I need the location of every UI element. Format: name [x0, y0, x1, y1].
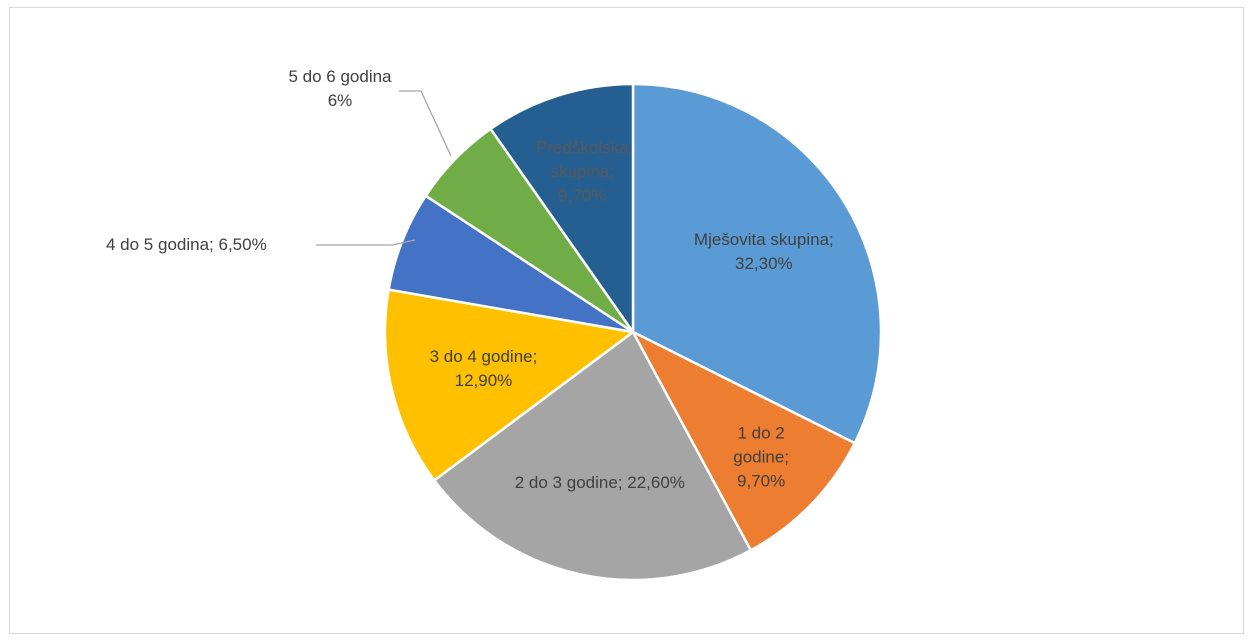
- data-label-line: Predškolska: [536, 138, 629, 157]
- chart-area: Mješovita skupina; 32,30% 1 do 2 godine; 9,7…: [9, 7, 1244, 634]
- data-label-line: 5 do 6 godina: [288, 67, 392, 86]
- pie-slice-3: [433, 330, 752, 582]
- data-label-line: 4 do 5 godina; 6,50%: [106, 235, 267, 254]
- data-label-7: Predškolska skupina; 9,70%: [536, 138, 629, 205]
- pie-slice-4: [383, 288, 635, 482]
- data-label-line: 9,70%: [558, 186, 606, 205]
- pie-slice-2: [631, 330, 856, 552]
- data-label-line: 9,70%: [737, 471, 785, 490]
- leader-line-6: [399, 90, 452, 157]
- data-label-5: 4 do 5 godina; 6,50%: [106, 235, 267, 254]
- data-label-line: 3 do 4 godine;: [430, 347, 538, 366]
- data-label-line: 6%: [328, 91, 353, 110]
- data-label-line: 12,90%: [455, 371, 513, 390]
- data-label-line: Mješovita skupina;: [694, 230, 834, 249]
- data-labels: Mješovita skupina; 32,30% 1 do 2 godine; 9,7…: [106, 67, 834, 492]
- data-label-line: 2 do 3 godine; 22,60%: [515, 473, 685, 492]
- data-label-4: 3 do 4 godine; 12,90%: [430, 347, 538, 390]
- data-label-2: 1 do 2 godine; 9,70%: [733, 423, 789, 490]
- data-label-line: skupina;: [551, 162, 614, 181]
- pie-chart: Mješovita skupina; 32,30% 1 do 2 godine; 9,7…: [106, 67, 883, 582]
- data-label-3: 2 do 3 godine; 22,60%: [515, 473, 685, 492]
- data-label-line: 32,30%: [735, 254, 793, 273]
- pie-slices: [383, 82, 883, 582]
- pie-slice-7: [489, 82, 635, 334]
- data-label-6: 5 do 6 godina 6%: [288, 67, 392, 110]
- data-label-1: Mješovita skupina; 32,30%: [694, 230, 834, 273]
- leader-line-5: [316, 239, 416, 246]
- pie-slice-1: [631, 82, 883, 445]
- data-label-line: godine;: [733, 447, 789, 466]
- data-label-line: 1 do 2: [738, 423, 785, 442]
- leader-lines: [316, 90, 452, 246]
